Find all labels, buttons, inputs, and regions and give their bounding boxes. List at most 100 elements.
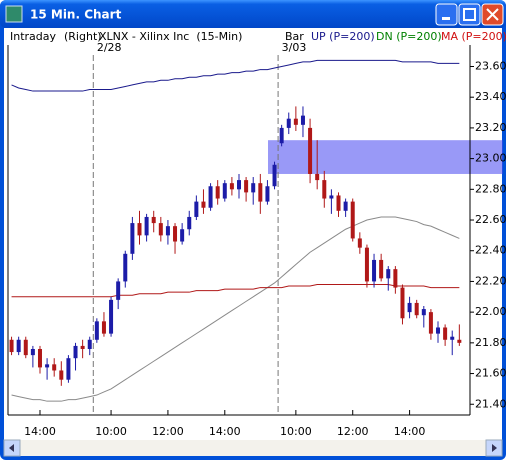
candle-body	[436, 327, 441, 334]
chart-area	[4, 28, 502, 456]
y-tick-label: 23.60	[475, 59, 506, 72]
candle-body	[258, 183, 263, 202]
candle-body	[300, 115, 305, 125]
x-tick-label: 10:00	[280, 425, 312, 438]
candle-body	[336, 195, 341, 211]
session-label: 3/03	[282, 41, 307, 54]
window-title: 15 Min. Chart	[30, 8, 122, 22]
candle-body	[151, 216, 156, 224]
y-tick-label: 22.20	[475, 274, 506, 287]
candle-body	[457, 339, 462, 343]
candle-body	[364, 247, 369, 282]
x-tick-label: 12:00	[152, 425, 184, 438]
candle-body	[329, 195, 334, 199]
candle-body	[215, 186, 220, 199]
candle-body	[158, 223, 163, 236]
candle-body	[407, 302, 412, 313]
candle-body	[322, 180, 327, 199]
y-tick-label: 22.60	[475, 213, 506, 226]
y-tick-label: 23.20	[475, 121, 506, 134]
y-tick-label: 23.00	[475, 152, 506, 165]
y-tick-label: 21.80	[475, 336, 506, 349]
x-tick-label: 10:00	[95, 425, 127, 438]
candle-body	[144, 216, 149, 236]
side: (Right)	[64, 30, 102, 43]
y-tick-label: 22.40	[475, 244, 506, 257]
candle-body	[450, 336, 455, 340]
candle-body	[443, 327, 448, 340]
candle-body	[37, 348, 42, 368]
candle-body	[80, 345, 85, 349]
minimize-button[interactable]	[435, 3, 458, 26]
maximize-icon	[463, 8, 476, 21]
candle-body	[73, 345, 78, 359]
candle-body	[386, 269, 391, 279]
minimize-icon	[442, 17, 450, 20]
candle-body	[194, 201, 199, 217]
candle-body	[87, 339, 92, 349]
legend-entry: DN (P=200)	[376, 30, 442, 43]
title-bar	[0, 0, 506, 28]
candle-body	[229, 183, 234, 190]
candle-body	[293, 118, 298, 125]
candle-body	[201, 201, 206, 208]
candle-body	[428, 312, 433, 334]
candle-body	[372, 259, 377, 282]
candle-body	[414, 302, 419, 316]
y-tick-label: 21.40	[475, 397, 506, 410]
symbol: XLNX - Xilinx Inc (15-Min)	[99, 30, 242, 43]
candle-body	[137, 223, 142, 236]
indicator-line	[11, 284, 460, 298]
candle-body	[379, 259, 384, 279]
candle-body	[9, 339, 14, 353]
candle-body	[400, 287, 405, 319]
candle-body	[187, 216, 192, 230]
y-tick-label: 22.00	[475, 305, 506, 318]
candle-body	[59, 370, 64, 380]
candle-body	[30, 348, 35, 356]
candle-body	[45, 364, 50, 368]
candle-body	[357, 238, 362, 248]
candle-body	[165, 226, 170, 236]
candle-body	[343, 201, 348, 211]
scroll-track[interactable]	[4, 440, 502, 456]
candle-body	[279, 127, 284, 144]
scrollbar	[3, 439, 503, 457]
candle-body	[237, 180, 241, 190]
legend-entry: MA (P=200)	[441, 30, 506, 43]
candle-body	[265, 186, 270, 202]
style: Bar	[285, 30, 304, 43]
candle-body	[101, 321, 106, 334]
candle-body	[109, 299, 114, 334]
candle-body	[222, 183, 227, 199]
candle-body	[116, 281, 121, 300]
candle-body	[123, 253, 128, 282]
y-tick-label: 23.40	[475, 90, 506, 103]
indicator-line	[11, 216, 460, 402]
app-icon	[5, 5, 23, 23]
y-tick-label: 21.60	[475, 367, 506, 380]
candle-body	[350, 201, 355, 239]
maximize-button[interactable]	[458, 3, 481, 26]
x-tick-label: 14:00	[394, 425, 426, 438]
candle-body	[251, 183, 256, 193]
y-tick-label: 22.80	[475, 182, 506, 195]
x-tick-label: 14:00	[209, 425, 241, 438]
candle-body	[66, 358, 71, 380]
candle-body	[180, 229, 185, 242]
window-buttons	[435, 3, 504, 26]
candle-body	[286, 118, 291, 128]
candle-body	[16, 339, 21, 353]
legend-entry: UP (P=200)	[311, 30, 375, 43]
candle-body	[244, 180, 249, 193]
mode: Intraday	[10, 30, 57, 43]
candle-body	[421, 309, 426, 316]
x-tick-label: 14:00	[24, 425, 56, 438]
candle-body	[308, 127, 313, 174]
candle-body	[52, 364, 57, 371]
close-icon	[486, 8, 499, 21]
candle-body	[272, 164, 277, 187]
price-highlight	[268, 140, 503, 174]
